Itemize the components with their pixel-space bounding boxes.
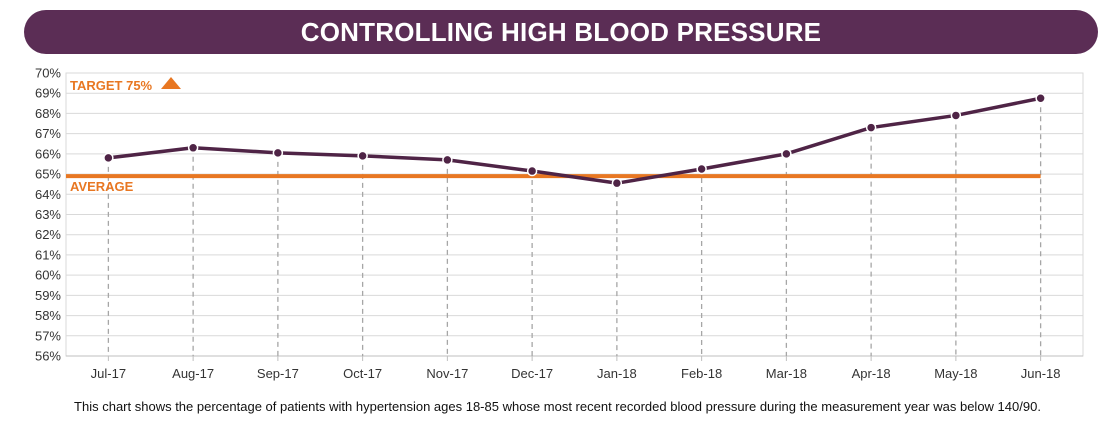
data-point xyxy=(781,148,792,160)
data-point xyxy=(950,110,962,121)
chart-caption: This chart shows the percentage of patie… xyxy=(74,399,1041,414)
y-tick-label: 64% xyxy=(35,187,61,202)
x-tick-label: Mar-18 xyxy=(766,366,807,381)
y-tick-label: 69% xyxy=(35,86,61,101)
y-tick-label: 58% xyxy=(35,308,61,323)
data-point xyxy=(272,147,284,159)
x-tick-label: Nov-17 xyxy=(426,366,468,381)
x-tick-label: Jan-18 xyxy=(597,366,637,381)
x-tick-label: Jul-17 xyxy=(91,366,126,381)
average-label: AVERAGE xyxy=(70,179,134,194)
data-point xyxy=(103,152,114,164)
target-label: TARGET 75% xyxy=(70,78,153,93)
x-tick-label: May-18 xyxy=(934,366,977,381)
x-tick-label: Jun-18 xyxy=(1021,366,1061,381)
data-point xyxy=(357,150,368,162)
y-tick-label: 66% xyxy=(35,146,61,161)
x-tick-label: Aug-17 xyxy=(172,366,214,381)
x-tick-label: Dec-17 xyxy=(511,366,553,381)
data-point xyxy=(1035,93,1046,104)
y-tick-label: 70% xyxy=(35,66,61,81)
title-banner: CONTROLLING HIGH BLOOD PRESSURE xyxy=(24,10,1098,54)
x-tick-label: Apr-18 xyxy=(852,366,891,381)
data-point xyxy=(526,165,538,177)
data-point xyxy=(611,177,623,189)
data-point xyxy=(865,122,877,133)
y-tick-label: 57% xyxy=(35,328,61,343)
y-tick-label: 56% xyxy=(35,349,61,364)
y-tick-label: 62% xyxy=(35,227,61,242)
data-point xyxy=(696,163,707,175)
y-tick-label: 63% xyxy=(35,207,61,222)
y-tick-label: 61% xyxy=(35,247,61,262)
target-up-triangle-icon xyxy=(161,77,181,89)
series-line xyxy=(108,96,1041,185)
y-tick-label: 65% xyxy=(35,167,61,182)
x-tick-label: Feb-18 xyxy=(681,366,722,381)
y-tick-label: 67% xyxy=(35,126,61,141)
data-point xyxy=(187,142,199,154)
data-point xyxy=(442,154,453,166)
chart-title: CONTROLLING HIGH BLOOD PRESSURE xyxy=(300,16,822,47)
x-tick-label: Oct-17 xyxy=(343,366,382,381)
y-tick-label: 59% xyxy=(35,288,61,303)
x-tick-label: Sep-17 xyxy=(257,366,299,381)
y-tick-label: 68% xyxy=(35,106,61,121)
y-tick-label: 60% xyxy=(35,268,61,283)
